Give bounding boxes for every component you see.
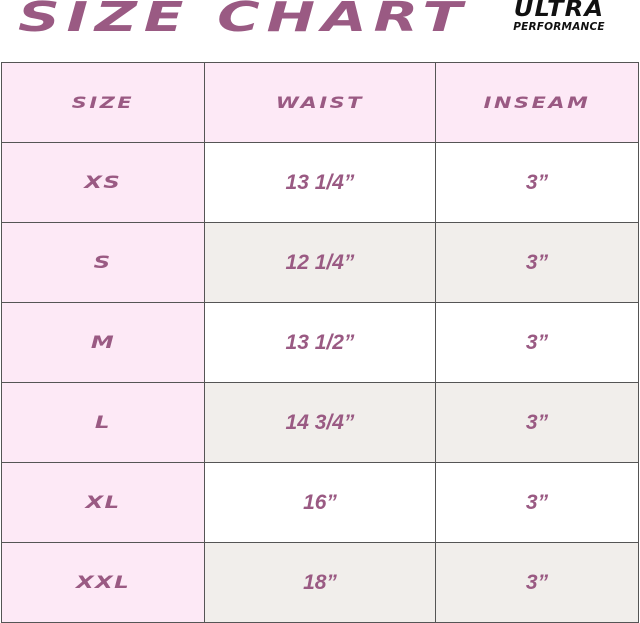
logo-line2: PERFORMANCE (513, 21, 605, 33)
inseam-cell: 3” (435, 382, 639, 463)
waist-cell: 14 3/4” (204, 382, 436, 463)
header-waist: WAIST (204, 62, 436, 143)
size-cell: M (1, 302, 205, 383)
table-row: XS 13 1/4” 3” (1, 142, 639, 223)
table-header-row: SIZE WAIST INSEAM (1, 62, 639, 143)
brand-logo: ULTRA PERFORMANCE (494, 0, 624, 33)
inseam-cell: 3” (435, 222, 639, 303)
table-row: XXL 18” 3” (1, 542, 639, 623)
size-cell: XXL (1, 542, 205, 623)
size-cell: L (1, 382, 205, 463)
table-row: M 13 1/2” 3” (1, 302, 639, 383)
size-cell: S (1, 222, 205, 303)
table-row: XL 16” 3” (1, 462, 639, 543)
logo-line1: ULTRA (513, 0, 605, 22)
table-row: L 14 3/4” 3” (1, 382, 639, 463)
inseam-cell: 3” (435, 302, 639, 383)
size-chart-table: SIZE WAIST INSEAM XS 13 1/4” 3” S 12 1/4” 3” M… (1, 62, 639, 623)
waist-cell: 16” (204, 462, 436, 543)
table-row: S 12 1/4” 3” (1, 222, 639, 303)
header-inseam: INSEAM (435, 62, 639, 143)
inseam-cell: 3” (435, 542, 639, 623)
inseam-cell: 3” (435, 142, 639, 223)
size-cell: XS (1, 142, 205, 223)
waist-cell: 18” (204, 542, 436, 623)
header-size: SIZE (1, 62, 205, 143)
page-title: SIZE CHART (18, 0, 469, 42)
waist-cell: 13 1/2” (204, 302, 436, 383)
waist-cell: 12 1/4” (204, 222, 436, 303)
size-cell: XL (1, 462, 205, 543)
inseam-cell: 3” (435, 462, 639, 543)
waist-cell: 13 1/4” (204, 142, 436, 223)
